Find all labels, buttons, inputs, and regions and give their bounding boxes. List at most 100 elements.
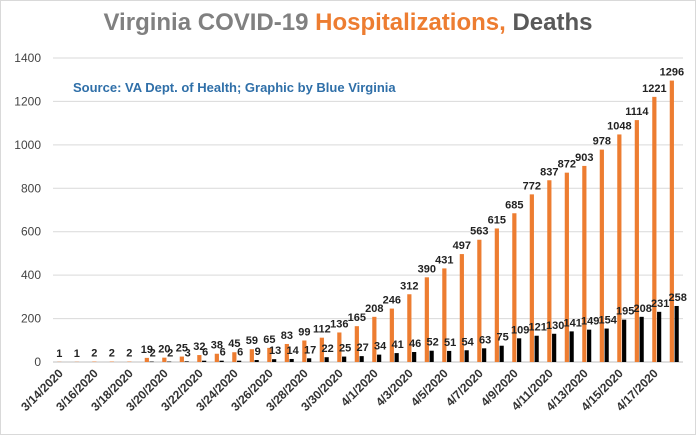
deaths-bar [604,328,609,362]
hospitalizations-data-label: 38 [211,340,223,352]
hospitalizations-data-label: 208 [365,303,383,315]
title-part-virginia: Virginia COVID-19 [103,9,316,36]
hospitalizations-data-label: 136 [330,318,348,330]
chart-title: Virginia COVID-19 Hospitalizations, Deat… [1,9,695,37]
deaths-data-label: 75 [497,332,509,344]
deaths-bar [324,357,329,362]
hospitalizations-bar [564,172,569,362]
hospitalizations-bar [232,352,237,362]
deaths-data-label: 13 [269,345,281,357]
deaths-bar [254,360,259,362]
y-tick-label: 1000 [14,138,41,152]
hospitalizations-bar [424,277,429,362]
deaths-data-label: 41 [392,339,404,351]
y-tick-label: 1200 [14,94,41,108]
hospitalizations-data-label: 772 [523,180,541,192]
hospitalizations-bar [354,326,359,362]
hospitalizations-bar [372,316,377,362]
hospitalizations-data-label: 903 [575,152,593,164]
hospitalizations-data-label: 165 [348,312,366,324]
deaths-bar [674,305,679,362]
deaths-bar [394,353,399,362]
deaths-bar [289,358,294,362]
y-tick-label: 200 [21,312,41,326]
deaths-data-label: 154 [598,315,617,327]
deaths-data-label: 208 [633,303,651,315]
hospitalizations-bar [547,180,552,362]
deaths-data-label: 3 [185,347,191,359]
x-tick-label: 4/5/2020 [408,366,451,409]
hospitalizations-bar [267,347,272,362]
deaths-data-label: 141 [563,317,581,329]
hospitalizations-data-label: 59 [246,335,258,347]
deaths-data-label: 258 [668,292,686,304]
hospitalizations-data-label: 1 [74,348,80,360]
y-tick-label: 600 [21,225,41,239]
deaths-bar [534,335,539,362]
deaths-data-label: 231 [651,298,669,310]
deaths-data-label: 25 [339,343,351,355]
hospitalizations-bar [197,355,202,362]
deaths-bar [202,360,207,362]
deaths-bar [447,350,452,362]
deaths-bar [657,311,662,362]
deaths-bar [377,354,382,362]
deaths-data-label: 22 [322,343,334,355]
title-part-deaths: Deaths [505,9,593,36]
y-tick-label: 0 [34,355,41,369]
deaths-data-label: 109 [511,324,529,336]
hospitalizations-bar [249,349,254,362]
hospitalizations-bar [494,228,499,362]
hospitalizations-data-label: 1221 [642,83,666,95]
hospitalizations-data-label: 1114 [625,106,649,118]
deaths-bar [569,331,574,362]
deaths-bar [499,345,504,362]
hospitalizations-bar [389,308,394,362]
hospitalizations-data-label: 615 [488,214,506,226]
deaths-bar [464,350,469,362]
deaths-bar [587,329,592,362]
deaths-bar [149,361,154,363]
hospitalizations-data-label: 872 [558,159,576,171]
hospitalizations-bar [617,134,622,362]
deaths-bar [219,360,224,362]
x-tick-label: 4/7/2020 [443,366,486,409]
hospitalizations-data-label: 312 [400,280,418,292]
hospitalizations-bar [529,194,534,362]
hospitalizations-data-label: 2 [126,348,132,360]
deaths-data-label: 9 [255,346,261,358]
deaths-data-label: 121 [528,322,546,334]
deaths-bar [622,319,627,362]
hospitalizations-data-label: 431 [435,254,453,266]
hospitalizations-bar [337,332,342,362]
hospitalizations-bar [477,239,482,362]
hospitalizations-data-label: 32 [193,341,205,353]
deaths-data-label: 14 [287,345,300,357]
hospitalizations-bar [459,254,464,362]
hospitalizations-data-label: 45 [228,338,240,350]
deaths-data-label: 130 [546,320,564,332]
deaths-bar [482,348,487,362]
hospitalizations-bar [599,149,604,362]
hospitalizations-data-label: 19 [141,344,153,356]
deaths-data-label: 27 [357,342,369,354]
deaths-bar [342,356,347,362]
deaths-bar [307,358,312,362]
x-tick-label: 4/3/2020 [373,366,416,409]
hospitalizations-bar [162,357,167,362]
deaths-bar [517,338,522,362]
deaths-data-label: 6 [202,347,208,359]
hospitalizations-bar [319,337,324,362]
deaths-data-label: 6 [220,347,226,359]
deaths-bar [412,352,417,362]
hospitalizations-bar [179,356,184,362]
deaths-data-label: 34 [374,341,387,353]
deaths-data-label: 6 [237,347,243,359]
y-tick-label: 1400 [14,51,41,65]
hospitalizations-data-label: 83 [281,330,293,342]
deaths-bar [167,361,172,363]
deaths-bar [272,359,277,362]
hospitalizations-data-label: 390 [418,263,436,275]
